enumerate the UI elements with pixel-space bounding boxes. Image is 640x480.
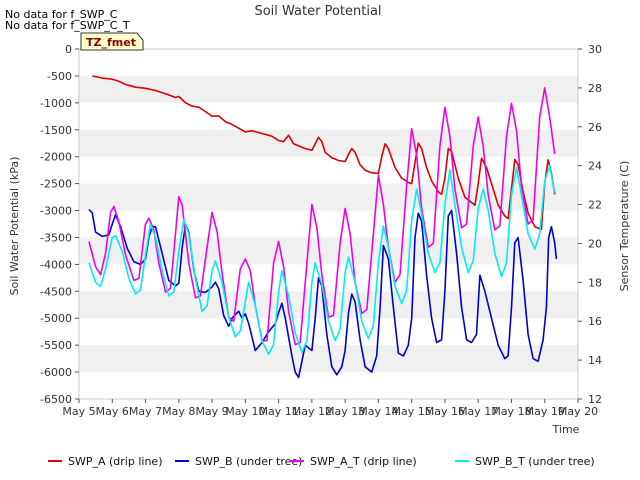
grid-band — [79, 237, 578, 265]
x-axis-label: Time — [552, 423, 580, 436]
y2-tick-label: 14 — [588, 354, 602, 367]
left-axis-ticks: 0 -500 -1000 -1500 -2000 -2500 -3000 -3500 -4000… — [40, 43, 79, 406]
chart-title: Soil Water Potential — [254, 4, 381, 19]
legend-label-0: SWP_A (drip line) — [68, 455, 163, 468]
grid-band — [79, 183, 578, 211]
series-line-3 — [88, 164, 556, 356]
y2-tick-label: 18 — [588, 276, 602, 289]
x-tick-label: May 8 — [162, 405, 195, 418]
y-tick-label: -4500 — [40, 285, 72, 298]
note-no-data-swp-c: No data for f_SWP_C — [5, 8, 118, 21]
legend-label-3: SWP_B_T (under tree) — [475, 455, 595, 468]
y2-axis-label: Sensor Temperature (C) — [618, 161, 631, 292]
x-tick-label: May 6 — [96, 405, 129, 418]
x-tick-label: May 11 — [258, 405, 298, 418]
y2-tick-label: 20 — [588, 237, 602, 250]
x-tick-label: May 14 — [358, 405, 398, 418]
y-tick-label: -500 — [47, 70, 72, 83]
plot-border — [78, 48, 579, 400]
x-tick-label: May 9 — [195, 405, 228, 418]
y-tick-label: 0 — [65, 43, 72, 56]
y-tick-label: -3000 — [40, 205, 72, 218]
x-tick-label: May 12 — [292, 405, 332, 418]
grid-band — [79, 372, 578, 399]
y-tick-label: -5000 — [40, 312, 72, 325]
background-bands — [79, 49, 578, 399]
y-tick-label: -5500 — [40, 339, 72, 352]
y-tick-label: -1500 — [40, 124, 72, 137]
y-axis-label: Soil Water Potential (kPa) — [8, 157, 21, 296]
y2-tick-label: 24 — [588, 160, 602, 173]
x-tick-label: May 7 — [129, 405, 162, 418]
y-tick-label: -4000 — [40, 258, 72, 271]
x-tick-label: May 16 — [425, 405, 465, 418]
tz-fmet-badge: TZ_fmet — [80, 32, 144, 51]
y-tick-label: -2500 — [40, 178, 72, 191]
grid-band — [79, 156, 578, 184]
right-axis-ticks: 12 14 16 18 20 22 24 26 28 30 — [578, 43, 602, 406]
grid-band — [79, 102, 578, 130]
x-tick-label: May 19 — [525, 405, 565, 418]
y-tick-label: -1000 — [40, 97, 72, 110]
x-tick-label: May 5 — [62, 405, 95, 418]
y2-tick-label: 12 — [588, 393, 602, 406]
y2-tick-label: 22 — [588, 199, 602, 212]
x-tick-label: May 15 — [392, 405, 432, 418]
series-line-2 — [88, 87, 556, 346]
y-tick-label: -3500 — [40, 231, 72, 244]
series-line-1 — [88, 208, 558, 379]
legend-label-1: SWP_B (under tree) — [195, 455, 302, 468]
series-lines — [88, 75, 558, 379]
x-tick-label: May 18 — [491, 405, 531, 418]
y2-tick-label: 16 — [588, 315, 602, 328]
legend-label-2: SWP_A_T (drip line) — [310, 455, 417, 468]
grid-band — [79, 210, 578, 238]
y2-tick-label: 30 — [588, 43, 602, 56]
y2-tick-label: 26 — [588, 121, 602, 134]
y-tick-label: -6500 — [40, 393, 72, 406]
y-tick-label: -6000 — [40, 366, 72, 379]
note-no-data-swp-c-t: No data for f_SWP_C_T — [5, 19, 130, 32]
grid-band — [79, 264, 578, 292]
x-tick-label: May 10 — [225, 405, 265, 418]
y2-tick-label: 28 — [588, 82, 602, 95]
series-line-0 — [92, 75, 556, 231]
tz-fmet-label: TZ_fmet — [86, 36, 136, 49]
grid-band — [79, 75, 578, 103]
legend: SWP_A (drip line) SWP_B (under tree) SWP_A… — [48, 455, 595, 468]
x-tick-label: May 17 — [458, 405, 498, 418]
grid-band — [79, 49, 578, 76]
y-tick-label: -2000 — [40, 151, 72, 164]
grid-band — [79, 129, 578, 157]
x-tick-label: May 20 — [558, 405, 598, 418]
x-tick-label: May 13 — [325, 405, 365, 418]
